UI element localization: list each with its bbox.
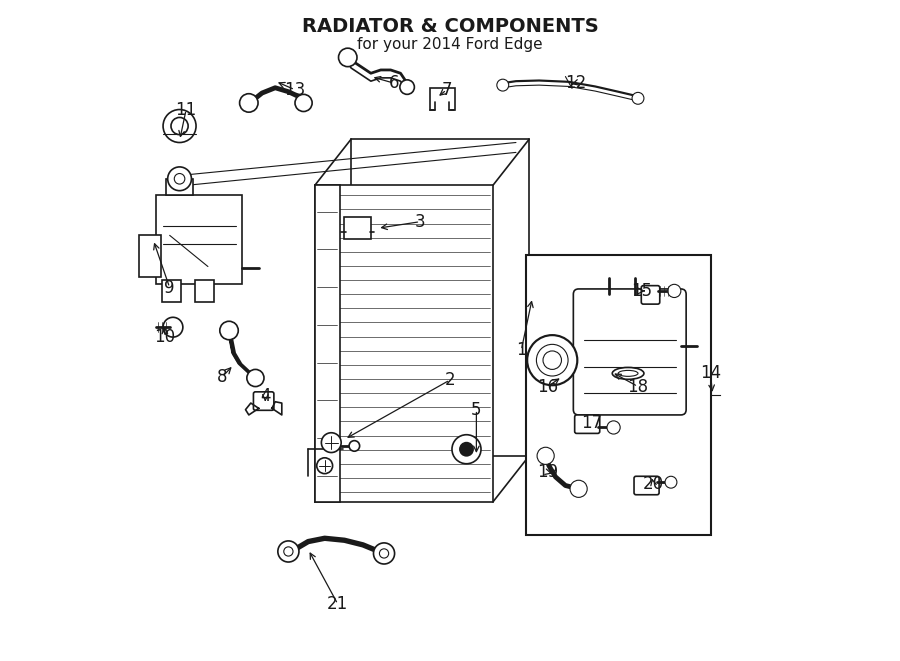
Text: 10: 10 bbox=[155, 328, 176, 346]
Circle shape bbox=[543, 351, 562, 369]
FancyBboxPatch shape bbox=[139, 235, 161, 277]
Text: 13: 13 bbox=[284, 81, 306, 98]
Bar bbox=[315, 185, 340, 502]
Text: 2: 2 bbox=[445, 371, 455, 389]
FancyBboxPatch shape bbox=[345, 217, 371, 239]
FancyBboxPatch shape bbox=[254, 392, 274, 410]
Circle shape bbox=[380, 549, 389, 558]
Circle shape bbox=[163, 317, 183, 337]
FancyBboxPatch shape bbox=[194, 280, 214, 302]
Text: 4: 4 bbox=[260, 387, 271, 405]
Text: 14: 14 bbox=[700, 364, 721, 382]
Circle shape bbox=[247, 369, 264, 387]
Text: 17: 17 bbox=[581, 414, 602, 432]
Circle shape bbox=[284, 547, 293, 556]
Text: 11: 11 bbox=[176, 100, 197, 118]
Text: 7: 7 bbox=[442, 81, 452, 98]
Text: 1: 1 bbox=[516, 341, 526, 360]
Circle shape bbox=[295, 95, 312, 112]
Circle shape bbox=[452, 435, 481, 464]
Text: 3: 3 bbox=[415, 213, 426, 231]
Circle shape bbox=[632, 93, 644, 104]
FancyBboxPatch shape bbox=[573, 289, 686, 415]
Ellipse shape bbox=[618, 370, 638, 376]
Text: 12: 12 bbox=[564, 74, 586, 92]
Circle shape bbox=[167, 167, 192, 190]
FancyBboxPatch shape bbox=[634, 477, 659, 494]
Circle shape bbox=[321, 433, 341, 453]
Circle shape bbox=[536, 344, 568, 376]
Circle shape bbox=[668, 284, 681, 297]
Circle shape bbox=[220, 321, 238, 340]
Circle shape bbox=[497, 79, 508, 91]
Text: 16: 16 bbox=[537, 377, 558, 395]
Text: 21: 21 bbox=[328, 596, 348, 613]
Text: 15: 15 bbox=[631, 282, 652, 300]
Circle shape bbox=[338, 48, 357, 67]
Text: 20: 20 bbox=[643, 475, 663, 492]
Text: 18: 18 bbox=[627, 377, 649, 395]
Circle shape bbox=[163, 110, 196, 143]
Circle shape bbox=[607, 421, 620, 434]
Polygon shape bbox=[246, 403, 258, 415]
Circle shape bbox=[537, 447, 554, 465]
FancyBboxPatch shape bbox=[162, 280, 181, 302]
Text: 8: 8 bbox=[217, 368, 228, 385]
Text: for your 2014 Ford Edge: for your 2014 Ford Edge bbox=[357, 37, 543, 52]
Text: 5: 5 bbox=[471, 401, 482, 418]
FancyBboxPatch shape bbox=[642, 286, 660, 304]
Circle shape bbox=[527, 335, 577, 385]
Circle shape bbox=[317, 458, 333, 474]
Text: 9: 9 bbox=[165, 279, 175, 297]
Bar bbox=[157, 195, 242, 284]
Bar bbox=[315, 185, 493, 502]
FancyBboxPatch shape bbox=[429, 88, 454, 110]
Circle shape bbox=[239, 94, 258, 112]
Circle shape bbox=[665, 477, 677, 488]
Polygon shape bbox=[436, 102, 449, 110]
Text: 6: 6 bbox=[389, 74, 400, 92]
Circle shape bbox=[400, 80, 414, 95]
FancyBboxPatch shape bbox=[575, 415, 599, 434]
Ellipse shape bbox=[612, 368, 643, 379]
Circle shape bbox=[278, 541, 299, 562]
Circle shape bbox=[374, 543, 394, 564]
Bar bbox=[166, 178, 193, 195]
Bar bbox=[526, 254, 710, 535]
Circle shape bbox=[349, 441, 360, 451]
Polygon shape bbox=[272, 402, 282, 415]
Circle shape bbox=[171, 118, 188, 135]
Text: 19: 19 bbox=[537, 463, 558, 481]
Text: RADIATOR & COMPONENTS: RADIATOR & COMPONENTS bbox=[302, 17, 598, 36]
Circle shape bbox=[460, 443, 473, 456]
Circle shape bbox=[570, 481, 587, 497]
